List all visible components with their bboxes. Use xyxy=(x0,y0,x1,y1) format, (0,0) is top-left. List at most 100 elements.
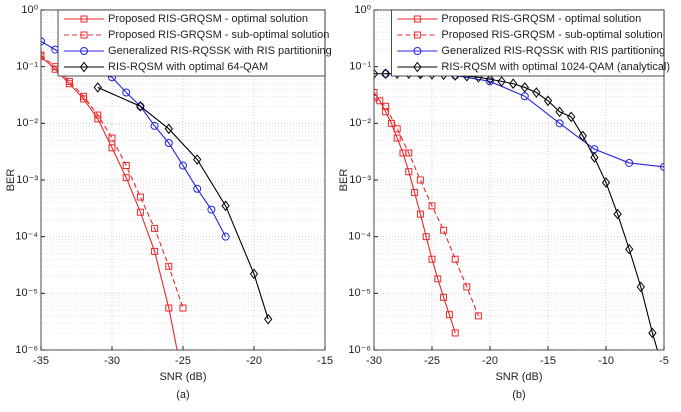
legend-label: RIS-RQSM with optimal 64-QAM xyxy=(108,61,268,73)
marker xyxy=(555,119,564,128)
legend-label: Generalized RIS-RQSSK with RIS partition… xyxy=(108,45,332,57)
series-line xyxy=(374,92,456,334)
y-tick-label: 10⁻¹ xyxy=(349,61,371,73)
marker xyxy=(80,92,88,100)
marker xyxy=(411,189,419,197)
x-tick-label: -10 xyxy=(598,355,614,367)
marker xyxy=(520,82,529,93)
legend-marker xyxy=(413,47,422,55)
marker xyxy=(221,232,230,241)
y-tick-label: 10⁻³ xyxy=(16,174,38,186)
marker xyxy=(122,174,130,182)
marker xyxy=(374,89,378,97)
marker xyxy=(151,224,159,232)
y-tick-label: 10⁻⁵ xyxy=(348,287,371,299)
marker xyxy=(509,78,518,90)
legend-label: Proposed RIS-GRQSM - optimal solution xyxy=(108,13,308,25)
marker xyxy=(474,312,482,320)
y-tick-label: 10⁰ xyxy=(354,4,371,16)
legend-symbol xyxy=(413,31,421,39)
y-tick-label: 10⁻² xyxy=(349,117,371,129)
y-tick-label: 10⁻² xyxy=(16,117,38,129)
marker xyxy=(374,68,379,80)
marker xyxy=(193,184,202,193)
legend-marker xyxy=(80,31,88,39)
y-tick-label: 10⁰ xyxy=(21,4,38,16)
marker xyxy=(428,202,436,210)
marker xyxy=(660,162,664,171)
marker xyxy=(428,255,436,263)
x-tick-label: -35 xyxy=(33,355,49,367)
marker xyxy=(601,177,611,188)
marker xyxy=(108,134,116,142)
marker xyxy=(434,275,442,283)
y-tick-label: 10⁻⁴ xyxy=(15,231,38,243)
legend-symbol xyxy=(413,47,422,55)
legend-label: Proposed RIS-GRQSM - optimal solution xyxy=(441,13,641,25)
legend-symbol xyxy=(413,15,421,23)
x-tick-label: -5 xyxy=(659,355,669,367)
x-tick-label: -20 xyxy=(246,355,262,367)
legend-symbol xyxy=(79,61,89,73)
marker xyxy=(485,73,495,85)
marker xyxy=(578,130,587,142)
x-tick-label: -20 xyxy=(482,355,498,367)
y-axis-label: BER xyxy=(5,169,17,192)
marker xyxy=(451,329,459,337)
y-tick-label: 10⁻¹ xyxy=(16,61,38,73)
marker xyxy=(179,161,187,170)
marker xyxy=(422,233,430,241)
legend-marker xyxy=(79,61,89,73)
legend-label: Proposed RIS-GRQSM - sub-optimal solutio… xyxy=(441,29,662,41)
marker xyxy=(451,255,459,263)
marker xyxy=(151,247,159,255)
marker xyxy=(636,281,645,293)
marker xyxy=(416,176,424,184)
marker xyxy=(136,100,145,112)
marker xyxy=(41,37,45,46)
legend-symbol xyxy=(80,47,89,55)
marker xyxy=(136,193,144,201)
marker xyxy=(440,293,448,301)
x-tick-label: -15 xyxy=(540,355,556,367)
marker xyxy=(532,87,541,98)
legend-box xyxy=(57,9,326,77)
marker xyxy=(221,200,230,212)
marker xyxy=(625,243,634,255)
marker xyxy=(445,311,453,319)
marker xyxy=(381,68,390,80)
x-axis-label: SNR (dB) xyxy=(159,371,206,383)
marker xyxy=(393,125,401,133)
marker xyxy=(405,168,413,176)
marker xyxy=(165,262,173,270)
legend-marker xyxy=(80,15,88,23)
marker xyxy=(249,268,259,280)
marker xyxy=(613,208,622,220)
marker xyxy=(93,82,102,93)
marker xyxy=(193,154,202,165)
y-axis-label: BER xyxy=(338,169,350,192)
legend-label: Proposed RIS-GRQSM - sub-optimal solutio… xyxy=(108,29,329,41)
marker xyxy=(497,76,506,87)
marker xyxy=(590,152,599,163)
legend-symbol xyxy=(413,61,422,73)
legend: Proposed RIS-GRQSM - optimal solution Pro… xyxy=(57,9,332,77)
y-tick-label: 10⁻⁶ xyxy=(348,344,371,356)
marker xyxy=(264,313,273,325)
marker xyxy=(382,102,390,110)
marker xyxy=(661,368,668,377)
legend-label: RIS-RQSM with optimal 1024-QAM (analytic… xyxy=(441,61,670,73)
marker xyxy=(94,111,102,119)
marker xyxy=(486,77,494,86)
x-axis-label: SNR (dB) xyxy=(495,371,542,383)
marker xyxy=(374,94,378,102)
caption: (b) xyxy=(512,389,525,401)
series-line xyxy=(41,56,178,350)
marker xyxy=(555,106,564,118)
marker xyxy=(122,88,131,97)
marker xyxy=(165,304,173,312)
legend-marker xyxy=(413,31,421,39)
marker xyxy=(440,226,448,234)
marker xyxy=(122,162,130,170)
legend: Proposed RIS-GRQSM - optimal solution Pro… xyxy=(390,9,670,77)
